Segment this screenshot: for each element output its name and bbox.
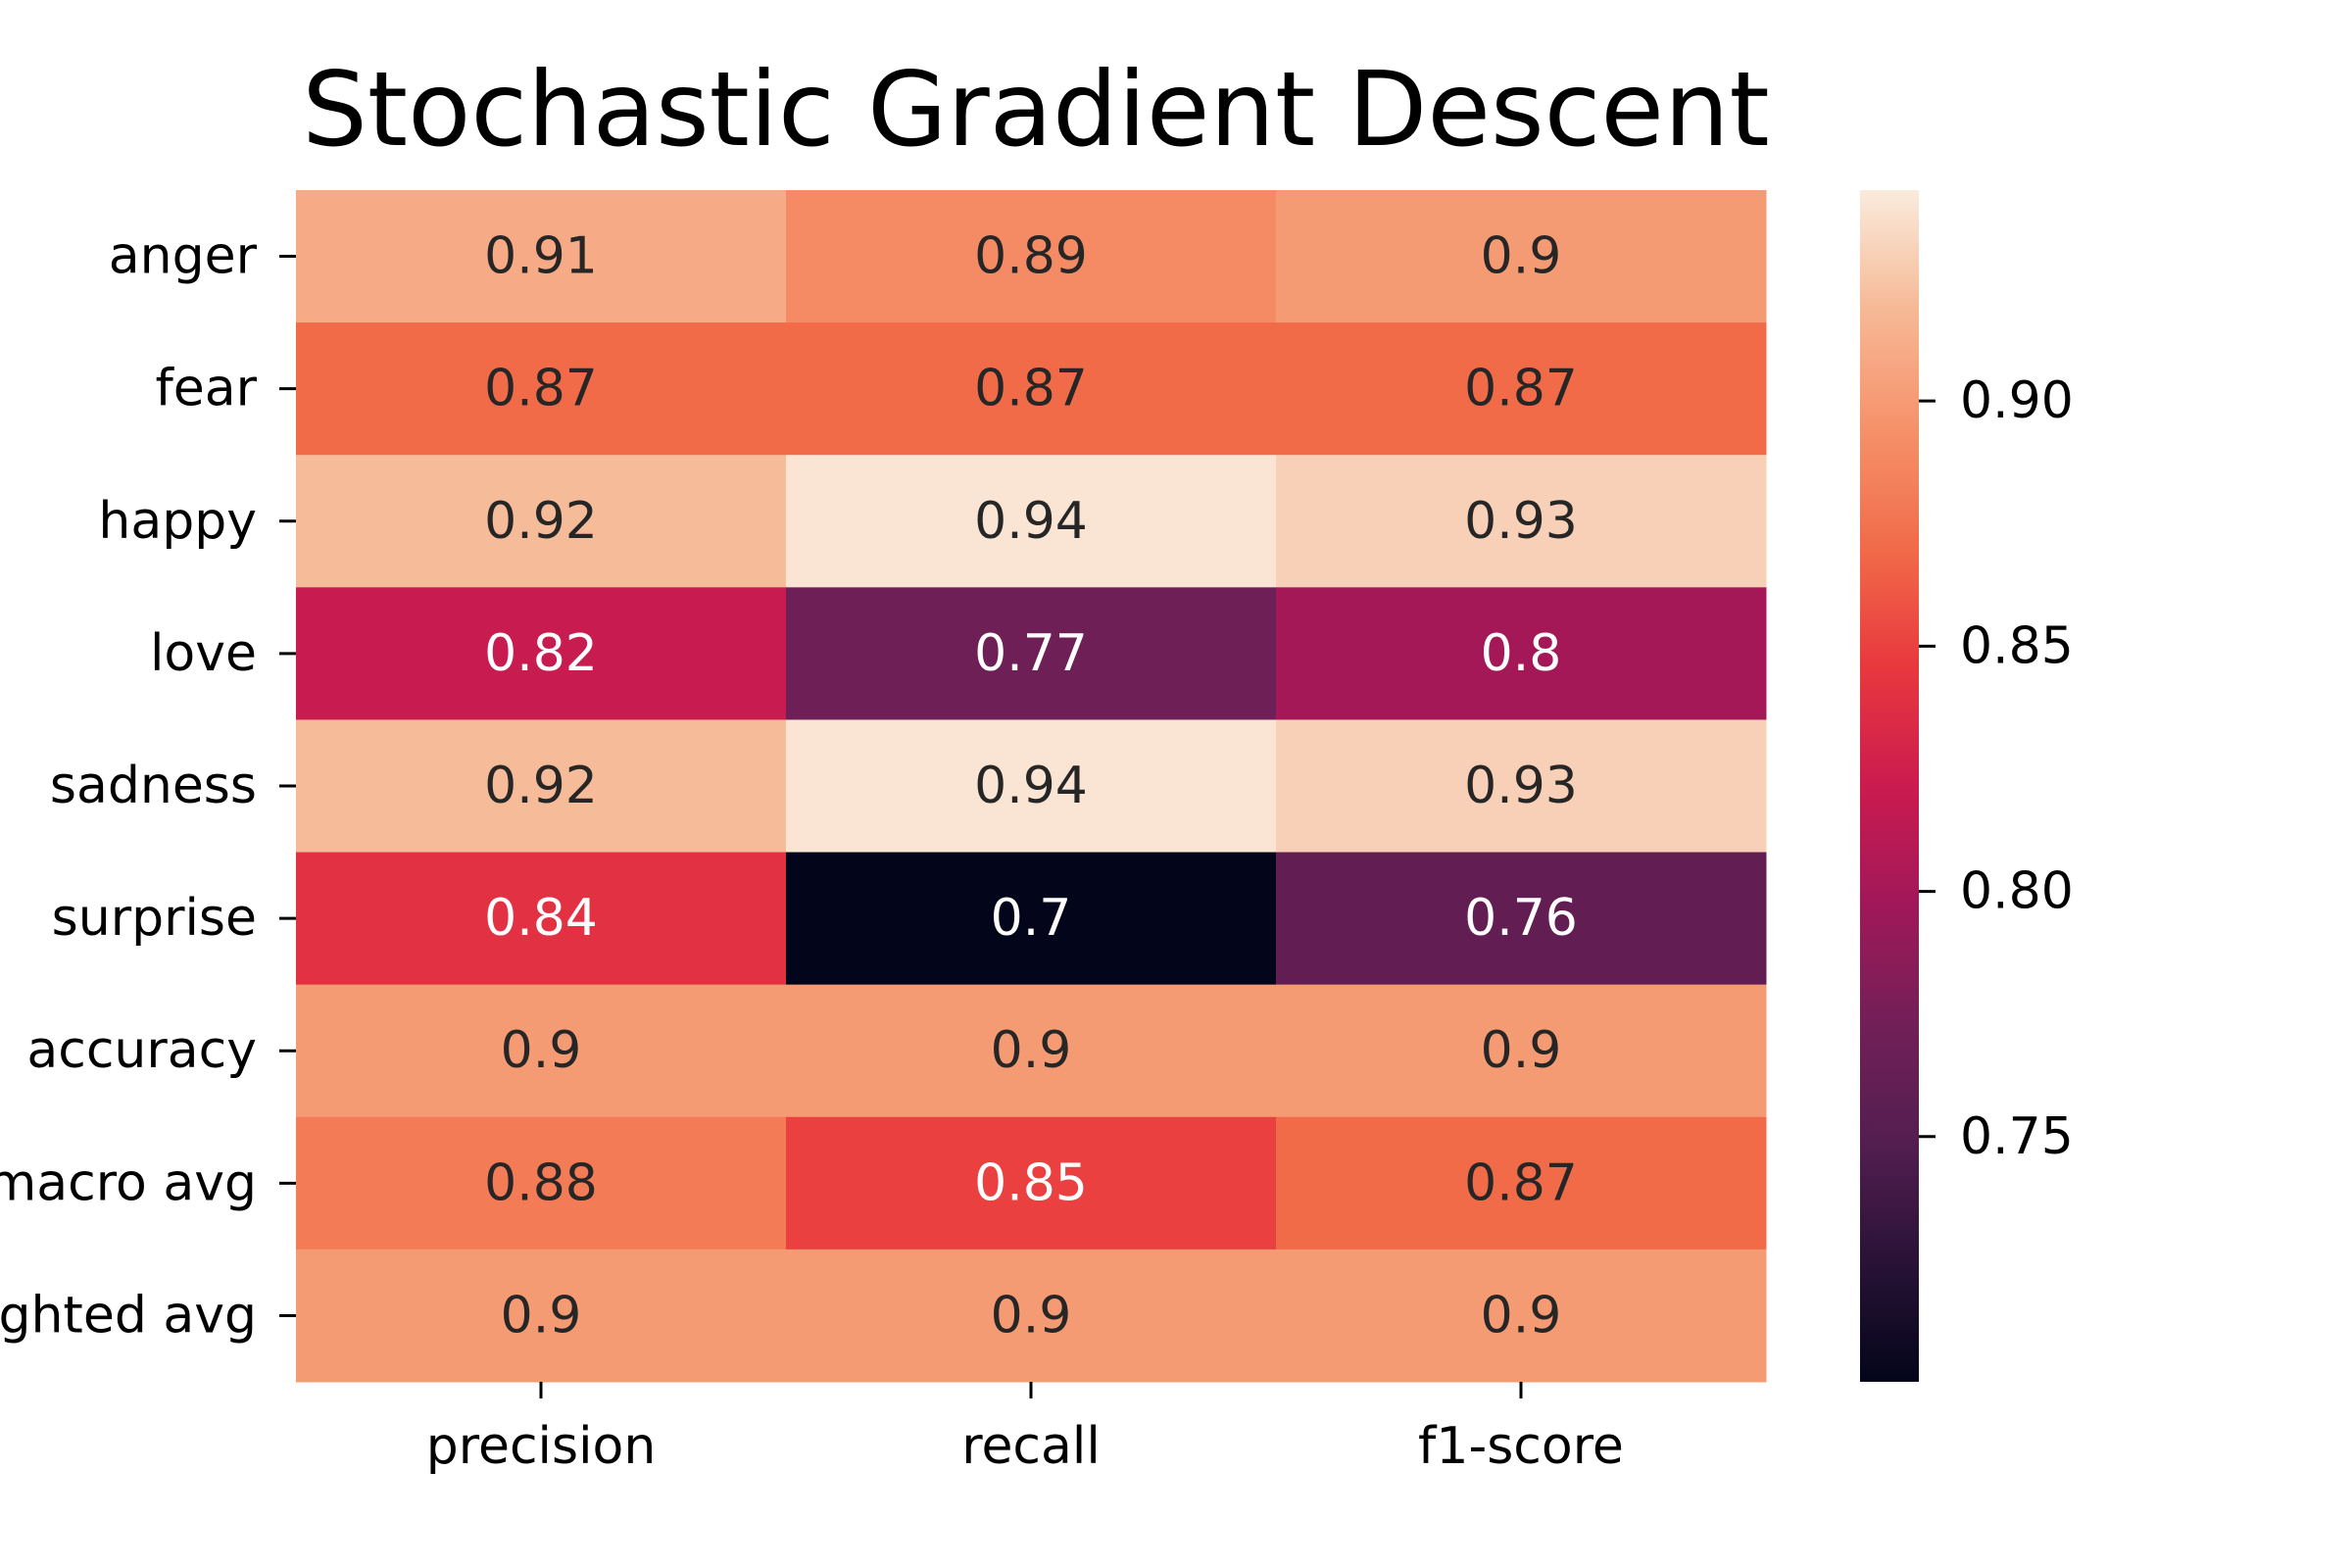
row-label-surprise: surprise xyxy=(52,889,257,948)
cell-value-label: 0.91 xyxy=(484,227,598,286)
heatmap-cell-happy-recall xyxy=(786,455,1277,588)
cell-value-label: 0.87 xyxy=(1464,360,1578,418)
cell-value-label: 0.9 xyxy=(991,1286,1072,1345)
colorbar-tick-label: 0.90 xyxy=(1960,371,2074,430)
heatmap-cell-sadness-precision xyxy=(296,719,787,854)
heatmap-cell-macro-avg-recall xyxy=(786,1116,1277,1250)
cell-value-label: 0.94 xyxy=(974,757,1088,815)
heatmap-cell-weighted-avg-f1-score xyxy=(1276,1249,1767,1383)
heatmap-cell-fear-precision xyxy=(296,322,787,456)
cell-value-label: 0.84 xyxy=(484,889,598,948)
chart-title: Stochastic Gradient Descent xyxy=(302,50,1769,170)
cell-value-label: 0.93 xyxy=(1464,757,1578,815)
heatmap-cell-accuracy-f1-score xyxy=(1276,984,1767,1118)
heatmap-cell-weighted-avg-recall xyxy=(786,1249,1277,1383)
cell-value-label: 0.9 xyxy=(1481,227,1562,286)
cell-value-label: 0.9 xyxy=(1481,1286,1562,1345)
colorbar: 0.75 0.80 0.85 0.90 xyxy=(1860,190,2074,1382)
row-label-love: love xyxy=(150,624,257,683)
row-label-macro-avg: macro avg xyxy=(0,1153,257,1212)
heatmap-cell-happy-f1-score xyxy=(1276,455,1767,588)
row-label-accuracy: accuracy xyxy=(26,1021,257,1080)
heatmap-cell-sadness-f1-score xyxy=(1276,719,1767,854)
heatmap-cell-fear-recall xyxy=(786,322,1277,456)
cell-value-label: 0.9 xyxy=(1481,1021,1562,1080)
cell-value-label: 0.9 xyxy=(501,1286,582,1345)
cell-value-label: 0.77 xyxy=(974,624,1088,683)
heatmap-cell-love-f1-score xyxy=(1276,587,1767,720)
heatmap-cell-surprise-recall xyxy=(786,852,1277,986)
column-label-precision: precision xyxy=(426,1417,657,1476)
colorbar-gradient xyxy=(1860,190,1919,1382)
heatmap-cell-macro-avg-f1-score xyxy=(1276,1116,1767,1250)
row-label-fear: fear xyxy=(155,360,257,418)
heatmap-cell-fear-f1-score xyxy=(1276,322,1767,456)
row-label-weighted-avg: weighted avg xyxy=(0,1286,257,1345)
heatmap-cell-anger-recall xyxy=(786,190,1277,323)
row-label-happy: happy xyxy=(98,492,257,551)
cell-value-label: 0.94 xyxy=(974,492,1088,551)
heatmap-cell-happy-precision xyxy=(296,455,787,588)
heatmap-cell-love-precision xyxy=(296,587,787,720)
colorbar-tick-label: 0.85 xyxy=(1960,616,2074,675)
cell-value-label: 0.87 xyxy=(1464,1153,1578,1212)
cell-value-label: 0.87 xyxy=(974,360,1088,418)
column-labels: precision recall f1-score xyxy=(426,1382,1624,1476)
cell-value-label: 0.89 xyxy=(974,227,1088,286)
cell-value-label: 0.8 xyxy=(1481,624,1562,683)
heatmap-cell-love-recall xyxy=(786,587,1277,720)
heatmap-cell-macro-avg-precision xyxy=(296,1116,787,1250)
cell-value-label: 0.82 xyxy=(484,624,598,683)
cell-value-label: 0.93 xyxy=(1464,492,1578,551)
heatmap-cell-surprise-f1-score xyxy=(1276,852,1767,986)
heatmap-cell-surprise-precision xyxy=(296,852,787,986)
heatmap-cell-anger-precision xyxy=(296,190,787,323)
column-label-recall: recall xyxy=(961,1417,1101,1476)
cell-value-label: 0.76 xyxy=(1464,889,1578,948)
cell-value-label: 0.85 xyxy=(974,1153,1088,1212)
cell-value-label: 0.9 xyxy=(501,1021,582,1080)
heatmap-cell-weighted-avg-precision xyxy=(296,1249,787,1383)
cell-value-label: 0.87 xyxy=(484,360,598,418)
column-label-f1-score: f1-score xyxy=(1418,1417,1624,1476)
cell-value-label: 0.88 xyxy=(484,1153,598,1212)
colorbar-tick-label: 0.75 xyxy=(1960,1107,2074,1166)
cell-value-label: 0.92 xyxy=(484,492,598,551)
heatmap-cell-accuracy-precision xyxy=(296,984,787,1118)
heatmap-cell-sadness-recall xyxy=(786,719,1277,854)
row-labels: anger fear happy love sadness surprise accurac… xyxy=(0,227,296,1345)
cell-value-label: 0.9 xyxy=(991,1021,1072,1080)
colorbar-tick-label: 0.80 xyxy=(1960,862,2074,921)
heatmap-cell-accuracy-recall xyxy=(786,984,1277,1118)
row-label-sadness: sadness xyxy=(50,757,257,815)
cell-value-label: 0.7 xyxy=(991,889,1072,948)
heatmap-cell-anger-f1-score xyxy=(1276,190,1767,323)
row-label-anger: anger xyxy=(109,227,258,286)
cell-value-label: 0.92 xyxy=(484,757,598,815)
heatmap-cells: 0.91 0.89 0.9 0.87 0.87 0.87 0.92 0.94 0.93 0.82 0… xyxy=(296,190,1767,1383)
